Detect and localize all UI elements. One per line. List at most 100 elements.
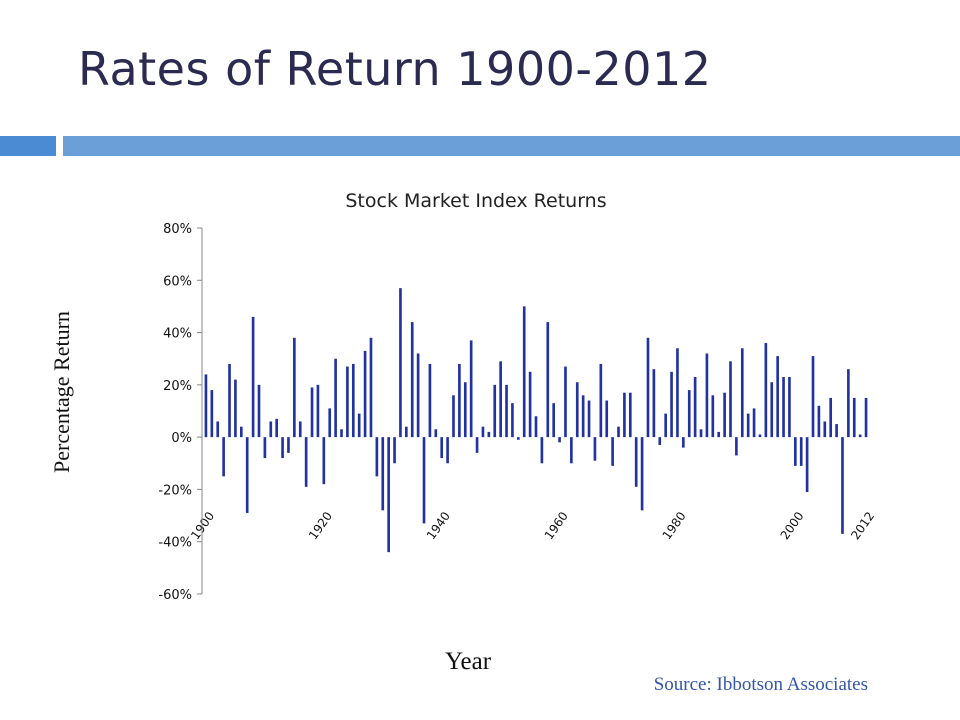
bar (764, 343, 768, 438)
bar (281, 437, 284, 459)
bar (245, 437, 249, 513)
bar (788, 377, 791, 438)
bar (340, 429, 343, 438)
bar (434, 429, 438, 438)
y-tick-label: -40% (158, 536, 192, 551)
bar (375, 437, 379, 477)
bar (746, 413, 750, 438)
bar (481, 426, 485, 438)
bar (251, 316, 255, 438)
bar (534, 416, 538, 438)
y-tick-label: -20% (158, 483, 192, 498)
bar (304, 437, 308, 487)
bar (381, 437, 385, 511)
bar (670, 371, 673, 438)
bar (216, 421, 220, 438)
bar (528, 371, 532, 438)
bar (393, 437, 396, 464)
bar (440, 437, 444, 459)
bar (723, 392, 726, 438)
bar (287, 437, 290, 453)
bar (558, 437, 561, 443)
bar (640, 437, 644, 511)
bar (652, 369, 656, 438)
bar (699, 429, 703, 438)
bar (835, 424, 838, 438)
source-note: Source: Ibbotson Associates (653, 674, 868, 695)
bar (664, 413, 667, 438)
y-tick-label: 40% (163, 327, 192, 342)
bar (452, 395, 455, 438)
bar (811, 356, 815, 438)
bar (599, 363, 603, 438)
bar (794, 437, 797, 466)
bar-series (204, 288, 868, 553)
bar (817, 405, 821, 438)
bar (711, 395, 715, 438)
bar (322, 437, 326, 485)
bar (228, 363, 231, 438)
bar (363, 350, 367, 438)
bar (263, 437, 267, 459)
bar (735, 437, 738, 456)
bar (422, 437, 426, 524)
x-year-label: 1900 (188, 509, 217, 542)
x-year-label: 1940 (424, 509, 453, 542)
header-accent-bar-right (63, 136, 960, 156)
slide-title: Rates of Return 1900-2012 (78, 42, 712, 96)
bar (346, 366, 349, 438)
bar (387, 437, 390, 553)
bar (758, 434, 762, 438)
bar (269, 421, 273, 438)
bar (458, 363, 461, 438)
bar (564, 366, 567, 438)
bar (587, 400, 591, 438)
x-axis-label: Year (444, 648, 492, 675)
y-tick-label: 80% (163, 222, 192, 237)
bar (634, 437, 638, 487)
header-accent-bar-left (0, 136, 56, 156)
bar (410, 322, 414, 438)
bar (805, 437, 809, 493)
bar (475, 437, 479, 453)
bar (499, 361, 502, 438)
bar (293, 337, 296, 438)
y-axis-ticks: 80% 60% 40% 20% 0% -20% -40% -60% (158, 222, 202, 603)
y-tick-label: 60% (163, 274, 192, 289)
bar (469, 340, 473, 438)
bar (581, 395, 585, 438)
bar (298, 421, 302, 438)
x-year-label: 2012 (848, 509, 877, 542)
bar (829, 397, 833, 438)
bar (605, 400, 609, 438)
bar (328, 408, 332, 438)
bar (239, 426, 243, 438)
bar (864, 397, 868, 438)
bar (334, 358, 337, 438)
bar (516, 437, 520, 440)
bar (210, 390, 214, 438)
bar (463, 382, 467, 438)
bar (682, 437, 685, 448)
bar (628, 392, 632, 438)
bar (823, 421, 827, 438)
bar (369, 337, 373, 438)
y-tick-label: -60% (158, 588, 192, 603)
bar (593, 437, 597, 461)
bar (351, 363, 355, 438)
bar (782, 377, 785, 438)
bar (505, 384, 508, 438)
bar (487, 431, 491, 438)
bar (705, 353, 709, 438)
bar (570, 437, 573, 464)
bar (552, 403, 556, 438)
bar (428, 363, 432, 438)
bar (316, 384, 320, 438)
bar (852, 397, 856, 438)
bar (729, 361, 732, 438)
x-year-label: 1920 (306, 509, 335, 542)
bar (717, 431, 721, 438)
bar (511, 403, 514, 438)
bar (611, 437, 614, 466)
